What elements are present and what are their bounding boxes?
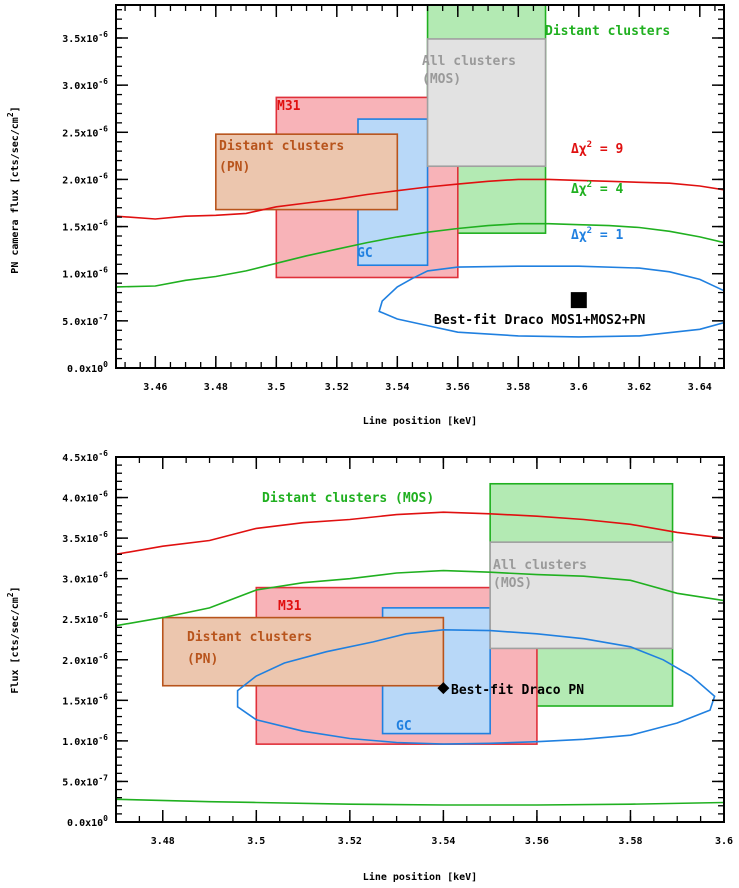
y-tick-label: 3.0x10-6 [62, 571, 108, 586]
contour-line-1 [116, 222, 724, 288]
x-tick-label: 3.58 [506, 382, 530, 393]
box-distant-clusters-pn [161, 616, 445, 687]
x-tick-label: 3.46 [143, 382, 167, 393]
y-tick-label: 3.5x10-6 [62, 30, 108, 45]
label-distant-clusters-pn-suffix: (PN) [219, 160, 250, 175]
best-fit-marker-square [570, 292, 587, 309]
top-region-boxes [215, 5, 547, 279]
label-gc: GC [357, 246, 373, 261]
contour-line-1 [116, 569, 724, 627]
label-all-clusters-mos: (MOS) [422, 72, 461, 87]
y-tick-label: 2.5x10-6 [62, 124, 108, 139]
y-tick-label: 5.0x10-7 [62, 773, 108, 788]
contour-line-2 [116, 798, 724, 806]
contour-line-2 [378, 265, 724, 338]
x-tick-label: 3.62 [627, 382, 651, 393]
x-tick-label: 3.58 [618, 836, 642, 847]
x-tick-label: 3.56 [446, 382, 470, 393]
y-tick-label: 1.0x10-6 [62, 266, 108, 281]
label-all-clusters: All clusters [422, 54, 516, 69]
y-tick-label: 4.5x10-6 [62, 449, 108, 464]
label-m31: M31 [278, 599, 302, 614]
top-x-axis-label: Line position [keV] [363, 415, 477, 427]
x-tick-label: 3.48 [204, 382, 228, 393]
bottom-y-axis-label: Flux [cts/sec/cm2] [6, 586, 21, 693]
y-tick-label: 3.5x10-6 [62, 530, 108, 545]
box-all-clusters-mos [489, 541, 674, 650]
y-tick-label: 1.0x10-6 [62, 733, 108, 748]
y-tick-label: 1.5x10-6 [62, 692, 108, 707]
x-tick-label: 3.54 [431, 836, 455, 847]
y-tick-label: 3.0x10-6 [62, 77, 108, 92]
bottom-panel: 3.48 3.5 3.52 3.54 3.56 3.58 3.6 0.0x100 5.0x10-… [6, 449, 733, 883]
label-distant-clusters-pn: Distant clusters [187, 630, 312, 645]
bottom-axis-ticks: 3.48 3.5 3.52 3.54 3.56 3.58 3.6 0.0x100 5.0x10-… [62, 449, 733, 847]
x-tick-label: 3.56 [525, 836, 549, 847]
x-tick-label: 3.64 [688, 382, 712, 393]
top-y-axis-label: PN camera flux [cts/sec/cm2] [6, 106, 21, 273]
top-plot-frame [115, 4, 725, 369]
y-tick-label: 0.0x100 [67, 360, 108, 375]
box-distant-clusters-pn [215, 133, 399, 211]
label-best-fit: Best-fit Draco MOS1+MOS2+PN [434, 313, 645, 328]
label-delta-chi2-9: Δχ2 = 9 [571, 140, 623, 157]
x-tick-label: 3.48 [151, 836, 175, 847]
y-tick-label: 2.0x10-6 [62, 652, 108, 667]
label-distant-clusters-pn: Distant clusters [219, 139, 344, 154]
label-distant-clusters-mos: Distant clusters [545, 24, 670, 39]
x-tick-label: 3.6 [715, 836, 733, 847]
label-distant-clusters-mos: Distant clusters (MOS) [262, 491, 434, 506]
contour-line-3 [236, 628, 716, 745]
contour-line-0 [116, 178, 724, 220]
best-fit-marker-diamond [437, 682, 450, 695]
x-tick-label: 3.52 [325, 382, 349, 393]
label-m31: M31 [277, 99, 301, 114]
label-all-clusters-mos: (MOS) [493, 576, 532, 591]
y-tick-label: 2.5x10-6 [62, 611, 108, 626]
label-all-clusters: All clusters [493, 558, 587, 573]
label-delta-chi2-4: Δχ2 = 4 [571, 180, 624, 197]
x-tick-label: 3.5 [247, 836, 265, 847]
bottom-region-boxes [161, 482, 674, 745]
top-contours [116, 178, 724, 338]
top-panel: 3.46 3.48 3.5 3.52 3.54 3.56 3.58 3.6 3.62 3.64 0.… [6, 4, 725, 427]
label-distant-clusters-pn-suffix: (PN) [187, 652, 218, 667]
label-gc: GC [396, 719, 412, 734]
y-tick-label: 4.0x10-6 [62, 490, 108, 505]
bottom-x-axis-label: Line position [keV] [363, 871, 477, 883]
y-tick-label: 1.5x10-6 [62, 219, 108, 234]
x-tick-label: 3.5 [267, 382, 285, 393]
bottom-contours [116, 511, 724, 806]
x-tick-label: 3.52 [338, 836, 362, 847]
box-all-clusters-mos [426, 38, 547, 168]
label-delta-chi2-1: Δχ2 = 1 [571, 226, 624, 243]
label-best-fit: Best-fit Draco PN [451, 683, 584, 698]
y-tick-label: 5.0x10-7 [62, 313, 108, 328]
contour-line-0 [116, 511, 724, 556]
y-tick-label: 0.0x100 [67, 814, 108, 829]
top-axis-ticks: 3.46 3.48 3.5 3.52 3.54 3.56 3.58 3.6 3.62 3.64 0.… [62, 5, 724, 393]
x-tick-label: 3.54 [385, 382, 409, 393]
y-tick-label: 2.0x10-6 [62, 171, 108, 186]
x-tick-label: 3.6 [570, 382, 588, 393]
